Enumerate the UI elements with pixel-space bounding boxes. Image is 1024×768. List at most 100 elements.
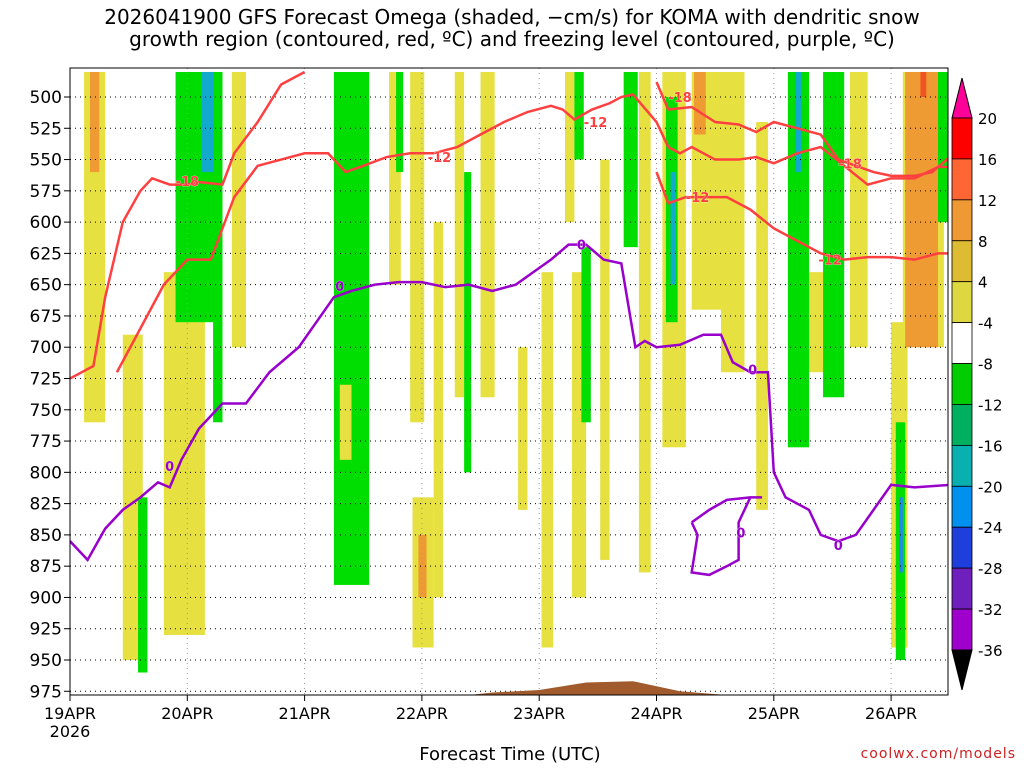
omega-region [920, 71, 927, 97]
omega-region [694, 71, 706, 135]
omega-region [213, 147, 223, 423]
colorbar-label: -16 [978, 437, 1003, 455]
omega-region [565, 71, 575, 223]
y-tick-label: 750 [30, 401, 62, 421]
omega-region [454, 71, 465, 398]
y-tick-label: 975 [30, 682, 62, 702]
y-tick-label: 850 [30, 526, 62, 546]
omega-region [339, 384, 352, 460]
omega-region [464, 172, 472, 473]
terrain-fill [70, 681, 948, 695]
contour-label: -18 [838, 157, 862, 172]
contour-label: 0 [165, 460, 174, 475]
plot-frame [69, 67, 949, 696]
colorbar-label: -8 [978, 356, 993, 374]
x-tick-label: 25APR [748, 704, 800, 723]
contour-label: -12 [584, 116, 608, 131]
contour-label: -12 [818, 254, 842, 269]
colorbar-label: -36 [978, 642, 1003, 660]
omega-region [600, 159, 610, 560]
omega-region [480, 71, 495, 398]
omega-region [899, 497, 903, 573]
colorbar-segment [951, 404, 973, 446]
contour-label: 0 [748, 364, 757, 379]
omega-region [787, 71, 809, 448]
omega-region [756, 122, 768, 510]
y-tick-label: 675 [30, 307, 62, 327]
colorbar-segment [951, 158, 973, 201]
colorbar-label: 12 [978, 192, 997, 210]
y-tick-label: 700 [30, 338, 62, 358]
y-tick-label: 625 [30, 244, 62, 264]
contour-label: 0 [335, 280, 344, 295]
y-tick-label: 800 [30, 463, 62, 483]
y-tick-label: 650 [30, 276, 62, 296]
omega-region [541, 272, 554, 648]
y-tick-label: 900 [30, 588, 62, 608]
contour-line [115, 93, 948, 373]
contour-label: -18 [176, 175, 200, 190]
y-tick-label: 600 [30, 213, 62, 233]
colorbar-segment [951, 363, 973, 405]
colorbar-label: 20 [978, 110, 997, 128]
colorbar-segment [951, 199, 973, 242]
y-tick-label: 950 [30, 651, 62, 671]
y-tick-label: 775 [30, 432, 62, 452]
omega-region [389, 71, 401, 285]
colorbar-segment [951, 322, 973, 364]
omega-region [518, 347, 528, 510]
contour-label: -18 [668, 91, 692, 106]
colorbar-label: -12 [978, 396, 1003, 414]
y-tick-label: 725 [30, 370, 62, 390]
colorbar-label: -24 [978, 519, 1003, 537]
colorbar-label: -20 [978, 478, 1003, 496]
colorbar-segment [951, 240, 973, 283]
colorbar-label: 4 [978, 274, 988, 292]
y-tick-label: 875 [30, 557, 62, 577]
contour-line [690, 496, 763, 577]
x-axis-title: Forecast Time (UTC) [419, 744, 601, 765]
x-tick-label: 26APR [865, 704, 917, 723]
colorbar-segment [951, 567, 973, 610]
omega-region [138, 497, 148, 673]
credit-text: coolwx.com/models [860, 746, 1016, 762]
y-tick-label: 825 [30, 495, 62, 515]
omega-region [433, 222, 444, 598]
omega-region [850, 71, 868, 348]
x-tick-label: 24APR [630, 704, 682, 723]
y-tick-label: 925 [30, 620, 62, 640]
contour-line [655, 81, 948, 178]
omega-region [418, 534, 427, 598]
colorbar-segment [951, 281, 973, 324]
y-tick-label: 500 [30, 88, 62, 108]
colorbar-segment [951, 485, 973, 528]
omega-region [231, 71, 246, 348]
contour-label: 0 [834, 539, 843, 554]
y-tick-label: 575 [30, 182, 62, 202]
omega-region [333, 71, 370, 585]
colorbar-segment [951, 526, 973, 569]
x-tick-sublabel: 2026 [50, 722, 91, 741]
colorbar-label: -4 [978, 315, 993, 333]
omega-region [410, 71, 425, 423]
omega-region [808, 272, 824, 373]
chart-title-line2: growth region (contoured, red, ºC) and f… [129, 27, 895, 51]
chart-title-line1: 2026041900 GFS Forecast Omega (shaded, −… [104, 5, 920, 29]
omega-region [396, 71, 404, 173]
x-tick-label: 23APR [513, 704, 565, 723]
contour-label: -12 [686, 191, 710, 206]
omega-region [638, 71, 651, 573]
omega-region [670, 172, 676, 285]
y-tick-label: 550 [30, 151, 62, 171]
x-tick-label: 21APR [279, 704, 331, 723]
x-tick-label: 22APR [396, 704, 448, 723]
contour-label: 0 [577, 239, 586, 254]
contour-line [70, 243, 948, 563]
contour-label: 0 [736, 526, 745, 541]
x-tick-label: 20APR [161, 704, 213, 723]
omega-region [905, 71, 939, 348]
chart-title: 2026041900 GFS Forecast Omega (shaded, −… [0, 6, 1024, 50]
colorbar-label: 16 [978, 151, 997, 169]
omega-region [89, 71, 100, 173]
